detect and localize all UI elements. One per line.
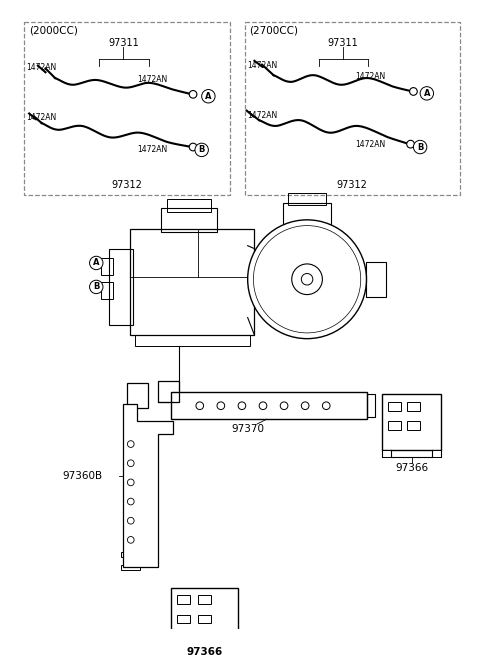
Text: 1472AN: 1472AN (26, 113, 57, 122)
Bar (101, 282, 113, 299)
Text: (2700CC): (2700CC) (250, 26, 299, 35)
Bar (177, 595, 190, 604)
Text: 97312: 97312 (336, 180, 368, 190)
Bar (367, 394, 375, 417)
Circle shape (413, 140, 427, 154)
Text: B: B (199, 145, 205, 155)
Bar (171, 392, 367, 419)
Circle shape (280, 402, 288, 409)
Bar (432, 450, 441, 457)
Circle shape (189, 90, 197, 98)
Text: 97370: 97370 (231, 424, 264, 434)
Text: B: B (417, 143, 423, 151)
Bar (366, 262, 385, 297)
Text: 97366: 97366 (186, 647, 223, 655)
Text: 97360B: 97360B (63, 471, 103, 481)
Text: (2000CC): (2000CC) (29, 26, 78, 35)
Circle shape (202, 90, 215, 103)
Circle shape (407, 140, 414, 148)
Circle shape (217, 402, 225, 409)
Circle shape (248, 220, 366, 339)
Text: 97366: 97366 (395, 463, 428, 473)
Bar (407, 402, 420, 411)
Bar (101, 258, 113, 275)
Circle shape (127, 460, 134, 466)
Bar (109, 249, 132, 326)
Bar (198, 614, 211, 623)
Bar (198, 595, 211, 604)
Circle shape (90, 280, 103, 293)
Polygon shape (123, 404, 173, 567)
Circle shape (238, 402, 246, 409)
Bar (24, 22, 230, 195)
Text: 1472AN: 1472AN (137, 75, 168, 84)
Bar (177, 614, 190, 623)
Circle shape (420, 86, 433, 100)
Bar (134, 335, 250, 346)
Text: 1472AN: 1472AN (355, 140, 385, 149)
Bar (121, 565, 140, 570)
Bar (382, 394, 441, 450)
Text: 1472AN: 1472AN (137, 145, 168, 154)
Text: A: A (423, 89, 430, 98)
Text: 1472AN: 1472AN (247, 111, 277, 120)
Bar (283, 202, 331, 223)
Text: 97311: 97311 (108, 38, 139, 48)
Bar (121, 552, 140, 557)
Bar (157, 381, 179, 402)
Circle shape (409, 88, 417, 95)
Circle shape (301, 274, 313, 285)
Bar (127, 383, 148, 407)
Text: 1472AN: 1472AN (355, 72, 385, 81)
Circle shape (253, 225, 361, 333)
Circle shape (127, 517, 134, 524)
Circle shape (292, 264, 323, 295)
Circle shape (259, 402, 267, 409)
Bar (171, 588, 238, 634)
Bar (288, 193, 326, 204)
Text: A: A (205, 92, 212, 101)
Bar (387, 421, 401, 430)
Circle shape (127, 498, 134, 505)
Bar (382, 450, 391, 457)
Text: B: B (93, 282, 99, 291)
Bar (167, 198, 211, 212)
Text: 1472AN: 1472AN (247, 61, 277, 70)
Circle shape (196, 402, 204, 409)
Text: 97312: 97312 (111, 180, 143, 190)
Circle shape (127, 479, 134, 486)
Bar (161, 208, 217, 233)
Circle shape (195, 143, 208, 157)
Bar (407, 421, 420, 430)
Circle shape (301, 402, 309, 409)
Circle shape (323, 402, 330, 409)
Bar (130, 229, 254, 335)
Bar (387, 402, 401, 411)
Bar (245, 22, 460, 195)
Circle shape (127, 536, 134, 543)
Text: 97311: 97311 (327, 38, 358, 48)
Circle shape (90, 256, 103, 270)
Circle shape (189, 143, 197, 151)
Text: 1472AN: 1472AN (26, 63, 57, 71)
Text: A: A (93, 259, 99, 267)
Circle shape (127, 441, 134, 447)
